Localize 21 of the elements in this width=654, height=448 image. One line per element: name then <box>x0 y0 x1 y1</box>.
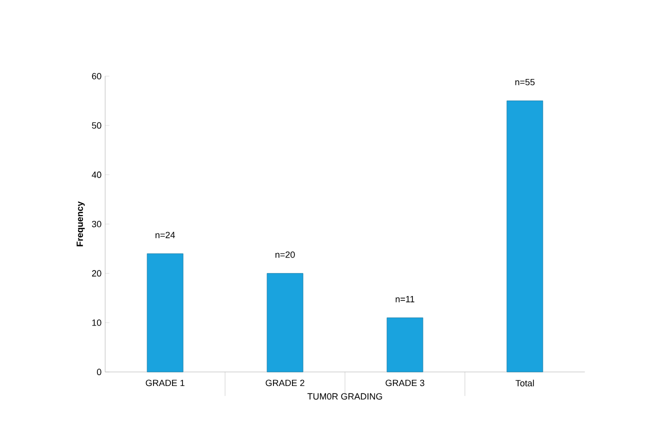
bar <box>146 253 184 372</box>
data-label: n=11 <box>396 296 414 302</box>
y-tick-label: 10 <box>92 319 102 326</box>
y-tick-label: 20 <box>92 270 102 276</box>
y-tick-label: 50 <box>92 122 102 129</box>
x-tick-label: GRADE 3 <box>386 380 424 386</box>
y-tick-label: 40 <box>92 172 102 178</box>
y-axis-title: Frequency <box>76 201 85 246</box>
x-tick-label: GRADE 2 <box>266 380 304 386</box>
bar <box>266 273 304 372</box>
x-tick-label: GRADE 1 <box>146 380 184 386</box>
y-tick-label: 30 <box>92 220 102 228</box>
data-label: n=24 <box>156 232 175 238</box>
bar <box>506 100 544 372</box>
annotation: n=55 <box>515 78 535 86</box>
y-tick-label: 0 <box>96 368 102 376</box>
y-tick-label: 60 <box>92 72 102 80</box>
bar <box>386 317 424 372</box>
x-tick-label: Total <box>516 380 534 386</box>
data-label: n=20 <box>275 251 295 258</box>
x-axis-title: TUM0R GRADING <box>307 393 382 400</box>
